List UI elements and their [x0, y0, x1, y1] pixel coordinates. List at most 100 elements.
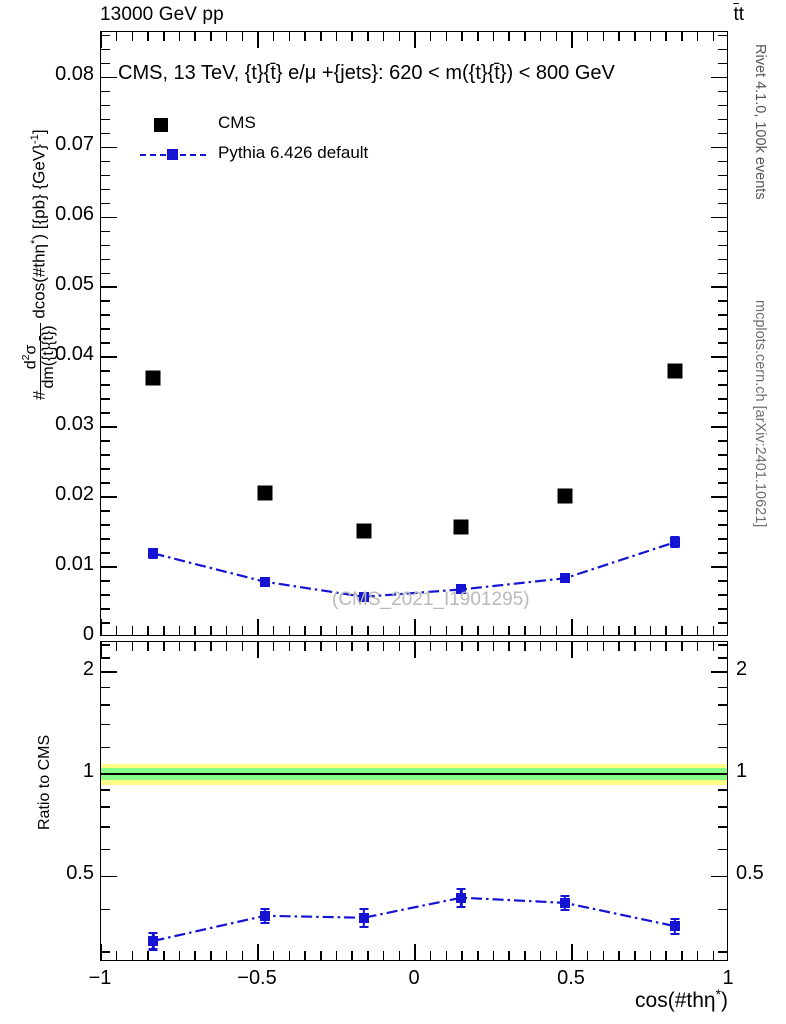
mc-data-point	[456, 584, 467, 595]
y-tick-right	[718, 90, 727, 93]
ratio-x-tick-bottom	[398, 951, 401, 960]
x-tick-top	[586, 32, 589, 41]
x-tick-top	[335, 32, 338, 41]
ratio-y-tick-right	[711, 875, 727, 878]
x-tick-label: −1	[88, 967, 112, 989]
ratio-x-tick-top	[241, 642, 244, 651]
ratio-x-tick-bottom	[241, 951, 244, 960]
y-tick-left	[101, 76, 117, 79]
ratio-y-tick-right	[718, 848, 727, 851]
ratio-x-tick-bottom	[163, 951, 165, 960]
y-tick-right	[711, 566, 727, 568]
ratio-x-tick-top	[257, 642, 259, 658]
ratio-x-tick-bottom	[320, 951, 322, 960]
x-tick-bottom	[461, 626, 463, 635]
main-y-tick-label: 0.02	[55, 483, 94, 506]
x-tick-bottom	[712, 626, 715, 635]
y-tick-left	[101, 216, 117, 219]
y-tick-right	[718, 272, 727, 275]
x-tick-bottom	[571, 619, 573, 635]
ratio-data-point	[358, 912, 369, 923]
x-tick-bottom	[634, 626, 636, 635]
ratio-y-tick-right	[718, 806, 727, 808]
main-y-tick-label: 0.05	[55, 273, 94, 296]
ratio-data-point	[456, 892, 467, 903]
y-tick-left	[101, 566, 117, 568]
y-tick-left	[101, 412, 110, 414]
x-tick-bottom	[131, 626, 134, 635]
ratio-unity-line	[101, 773, 727, 776]
ratio-x-tick-bottom	[618, 951, 620, 960]
ratio-x-tick-top	[351, 642, 353, 651]
y-tick-left	[101, 538, 110, 540]
y-tick-right	[718, 314, 727, 317]
x-tick-bottom	[681, 626, 683, 635]
cms-data-point	[257, 485, 273, 501]
y-tick-right	[718, 510, 727, 512]
y-tick-left	[101, 454, 110, 456]
y-tick-right	[711, 146, 727, 149]
ratio-y-tick-left	[101, 788, 110, 791]
x-tick-bottom	[304, 626, 306, 635]
source-caption: mcplots.cern.ch [arXiv:2401.10621]	[752, 300, 768, 528]
x-tick-top	[272, 32, 275, 41]
x-tick-bottom	[241, 626, 244, 635]
y-tick-right	[718, 230, 727, 233]
y-tick-left	[101, 328, 110, 331]
x-tick-bottom	[524, 626, 526, 635]
main-y-tick-label: 0.04	[55, 343, 94, 366]
mc-curve	[153, 541, 676, 598]
y-tick-right	[718, 454, 727, 456]
ratio-error-cap	[456, 905, 466, 908]
x-tick-top	[445, 32, 448, 41]
x-tick-top	[210, 32, 212, 41]
ratio-x-tick-top	[335, 642, 338, 651]
y-tick-left	[101, 188, 110, 191]
ratio-x-tick-top	[665, 642, 667, 651]
main-plot-area: (CMS_2021_I1901295)	[100, 31, 728, 636]
ratio-x-tick-bottom	[508, 951, 510, 960]
cms-data-point	[557, 488, 573, 504]
ratio-y-tick-right	[718, 826, 727, 828]
x-tick-top	[194, 32, 196, 41]
x-tick-bottom	[257, 619, 259, 635]
main-y-tick-label: 0.07	[55, 133, 94, 156]
x-tick-top	[304, 32, 306, 41]
ratio-error-cap	[359, 908, 369, 911]
mc-data-point	[560, 573, 571, 584]
y-tick-left	[101, 496, 117, 498]
ratio-x-tick-top	[272, 642, 275, 651]
ratio-x-tick-bottom	[225, 951, 228, 960]
x-tick-bottom	[508, 626, 510, 635]
ratio-y-tick-right	[718, 951, 727, 953]
ratio-y-tick-left	[101, 704, 110, 706]
ratio-x-tick-top	[508, 642, 510, 651]
ratio-x-tick-top	[414, 642, 416, 658]
x-tick-top	[101, 32, 102, 48]
x-tick-top	[131, 32, 134, 41]
y-tick-left	[101, 118, 110, 121]
ratio-x-tick-top	[492, 642, 495, 651]
y-tick-left	[101, 132, 110, 135]
y-tick-right	[711, 286, 727, 289]
ratio-y-tick-left	[101, 644, 110, 646]
ratio-y-tick-right	[718, 746, 727, 749]
x-tick-bottom	[555, 626, 558, 635]
x-tick-bottom	[351, 626, 353, 635]
ratio-y-tick-label: 2	[82, 657, 94, 680]
x-tick-bottom	[539, 626, 542, 635]
y-tick-right	[718, 608, 727, 610]
ratio-x-tick-bottom	[272, 951, 275, 960]
analysis-watermark: (CMS_2021_I1901295)	[332, 589, 530, 610]
y-tick-left	[101, 90, 110, 93]
x-tick-bottom	[147, 626, 149, 635]
x-tick-top	[649, 32, 652, 41]
y-tick-left	[101, 342, 110, 345]
y-tick-right	[718, 202, 727, 205]
x-tick-bottom	[335, 626, 338, 635]
y-tick-left	[101, 34, 110, 37]
main-y-tick-label: 0.06	[55, 203, 94, 226]
ratio-x-tick-top	[477, 642, 479, 651]
ratio-x-tick-top	[571, 642, 573, 658]
